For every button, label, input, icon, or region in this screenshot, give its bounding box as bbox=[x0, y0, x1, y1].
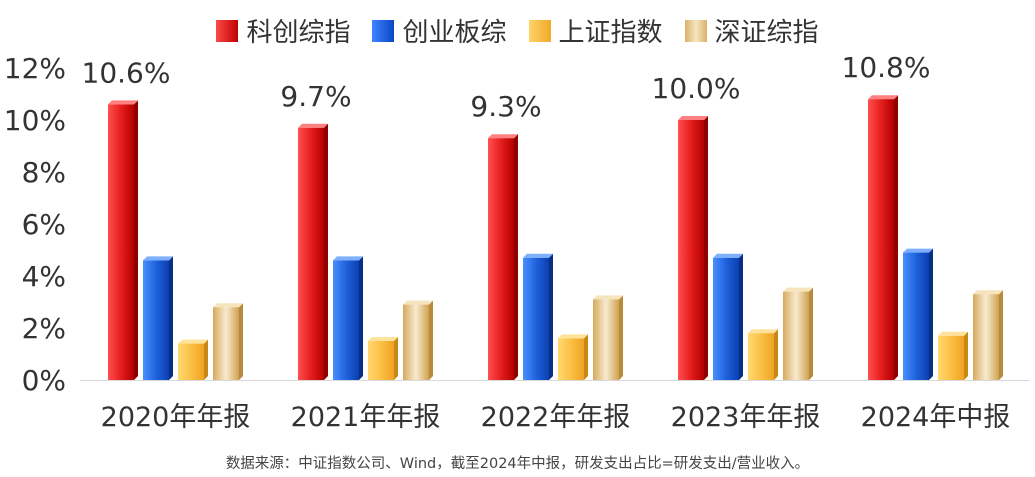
y-tick-label: 6% bbox=[22, 208, 66, 241]
x-tick-label: 2024年中报 bbox=[861, 402, 1011, 433]
bar-chuangye bbox=[333, 260, 359, 380]
bar-side-kechuang bbox=[894, 95, 898, 380]
bar-shenzheng bbox=[213, 307, 239, 380]
bar-top-chuangye bbox=[143, 256, 173, 261]
y-tick-label: 12% bbox=[4, 52, 66, 85]
bar-side-shenzheng bbox=[809, 287, 813, 380]
bar-kechuang bbox=[108, 104, 134, 381]
bar-side-shangzheng bbox=[964, 331, 968, 380]
y-tick-label: 0% bbox=[22, 364, 66, 397]
data-label: 10.6% bbox=[82, 56, 171, 89]
bar-top-chuangye bbox=[523, 253, 553, 258]
bar-side-chuangye bbox=[359, 256, 363, 380]
bar-chuangye bbox=[143, 260, 169, 380]
bar-side-chuangye bbox=[929, 248, 933, 380]
bar-kechuang bbox=[488, 138, 514, 380]
bar-chuangye bbox=[523, 257, 549, 380]
bar-side-shangzheng bbox=[394, 337, 398, 380]
legend-item-shangzheng: 上证指数 bbox=[528, 12, 663, 49]
bar-top-shangzheng bbox=[558, 334, 588, 339]
x-tick-label: 2020年年报 bbox=[101, 402, 251, 433]
bar-shenzheng bbox=[403, 304, 429, 380]
bar-side-kechuang bbox=[324, 123, 328, 381]
bar-side-chuangye bbox=[169, 256, 173, 380]
bar-chuangye bbox=[713, 257, 739, 380]
legend-label-chuangye: 创业板综 bbox=[402, 18, 507, 48]
bar-side-shangzheng bbox=[774, 329, 778, 380]
bar-top-chuangye bbox=[333, 256, 363, 261]
bar-side-kechuang bbox=[134, 100, 138, 381]
legend-item-kechuang: 科创综指 bbox=[216, 12, 350, 49]
source-note: 数据来源：中证指数公司、Wind，截至2024年中报，研发支出占比=研发支出/营… bbox=[225, 456, 810, 472]
bar-side-shenzheng bbox=[619, 295, 623, 380]
bar-shenzheng bbox=[593, 299, 619, 380]
bar-shangzheng bbox=[178, 343, 204, 380]
bar-top-shangzheng bbox=[938, 331, 968, 336]
bar-top-kechuang bbox=[108, 100, 138, 105]
data-labels: 10.6% 9.7% 9.3% 10.0% 10.8% bbox=[82, 51, 931, 123]
legend-label-shangzheng: 上证指数 bbox=[558, 18, 663, 48]
bar-top-kechuang bbox=[868, 95, 898, 100]
x-tick-label: 2022年年报 bbox=[481, 402, 631, 433]
y-tick-label: 4% bbox=[22, 260, 66, 293]
legend-swatch-shenzheng bbox=[684, 19, 707, 42]
bar-top-shenzheng bbox=[783, 287, 813, 292]
y-tick-label: 10% bbox=[4, 104, 66, 137]
bar-side-shangzheng bbox=[584, 334, 588, 380]
bar-top-shenzheng bbox=[973, 290, 1003, 295]
bar-top-chuangye bbox=[713, 253, 743, 258]
legend-label-shenzheng: 深证综指 bbox=[714, 18, 819, 48]
bar-shangzheng bbox=[558, 338, 584, 380]
bar-kechuang bbox=[678, 120, 704, 380]
bar-side-shenzheng bbox=[429, 300, 433, 380]
bar-top-shangzheng bbox=[178, 339, 208, 344]
bar-kechuang bbox=[868, 99, 894, 380]
legend-label-kechuang: 科创综指 bbox=[246, 18, 351, 48]
bar-shangzheng bbox=[938, 335, 964, 380]
y-tick-label: 8% bbox=[22, 156, 66, 189]
x-tick-label: 2021年年报 bbox=[291, 402, 441, 433]
legend-item-chuangye: 创业板综 bbox=[372, 12, 507, 49]
legend: 科创综指 创业板综 上证指数 深证综指 bbox=[0, 12, 1035, 49]
axes: 0% 2% 4% 6% 8% 10% 12% 2020年年报 2021年年报 2022年年报 202… bbox=[4, 52, 1030, 433]
bar-side-kechuang bbox=[704, 116, 708, 380]
x-tick-label: 2023年年报 bbox=[671, 402, 821, 433]
bar-chuangye bbox=[903, 252, 929, 380]
legend-swatch-chuangye bbox=[372, 19, 395, 42]
bar-top-chuangye bbox=[903, 248, 933, 253]
data-label: 10.0% bbox=[652, 72, 741, 105]
legend-item-shenzheng: 深证综指 bbox=[684, 12, 819, 49]
bar-shenzheng bbox=[783, 291, 809, 380]
bar-top-kechuang bbox=[298, 123, 328, 128]
data-label: 10.8% bbox=[842, 51, 931, 84]
bar-top-shenzheng bbox=[403, 300, 433, 305]
bar-top-kechuang bbox=[488, 134, 518, 139]
bar-top-shangzheng bbox=[748, 329, 778, 334]
bar-side-shangzheng bbox=[204, 339, 208, 380]
bar-kechuang bbox=[298, 127, 324, 380]
bar-side-chuangye bbox=[739, 253, 743, 380]
y-tick-label: 2% bbox=[22, 312, 66, 345]
data-label: 9.7% bbox=[280, 80, 351, 113]
bar-chart: 0% 2% 4% 6% 8% 10% 12% 2020年年报 2021年年报 2022年年报 202… bbox=[4, 51, 1030, 433]
bar-shangzheng bbox=[748, 333, 774, 380]
bar-top-shenzheng bbox=[593, 295, 623, 300]
bar-top-shangzheng bbox=[368, 337, 398, 341]
bar-top-kechuang bbox=[678, 116, 708, 120]
bar-side-shenzheng bbox=[239, 303, 243, 380]
bar-top-shenzheng bbox=[213, 303, 243, 308]
bars bbox=[108, 95, 1003, 381]
bar-shangzheng bbox=[368, 341, 394, 380]
legend-swatch-shangzheng bbox=[528, 19, 551, 42]
data-label: 9.3% bbox=[470, 90, 541, 123]
bar-side-shenzheng bbox=[999, 290, 1003, 380]
bar-side-kechuang bbox=[514, 134, 518, 380]
legend-swatch-kechuang bbox=[216, 19, 239, 42]
bar-shenzheng bbox=[973, 294, 999, 380]
bar-side-chuangye bbox=[549, 253, 553, 380]
